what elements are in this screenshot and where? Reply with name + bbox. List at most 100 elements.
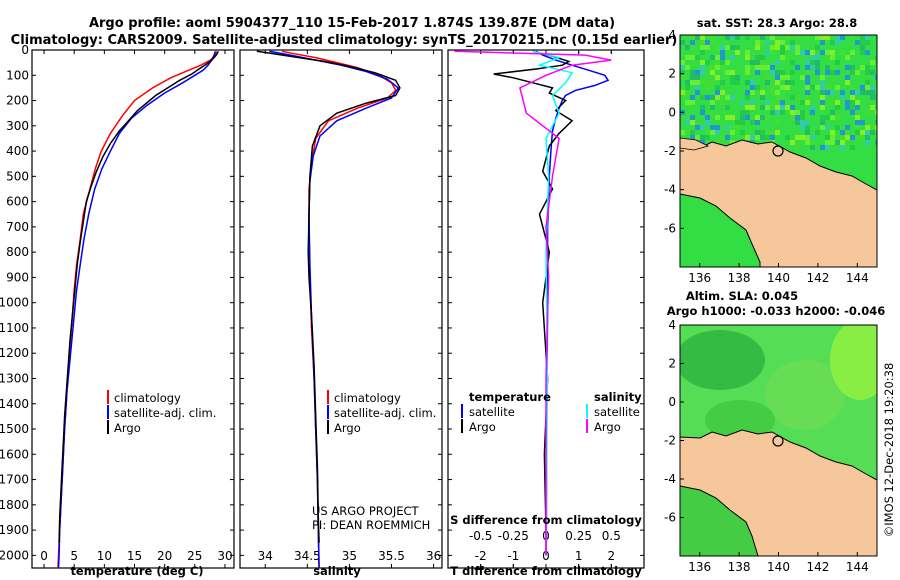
sst-pixel — [715, 55, 720, 60]
sst-pixel — [805, 90, 810, 95]
sst-pixel — [825, 90, 830, 95]
sst-pixel — [820, 145, 825, 150]
sst-pixel — [765, 100, 770, 105]
sst-pixel — [760, 40, 765, 45]
sst-pixel — [805, 65, 810, 70]
sst-pixel — [835, 105, 840, 110]
sst-pixel — [760, 130, 765, 135]
temperature-axis-label: temperature (deg C) — [70, 564, 203, 578]
sst-pixel — [715, 115, 720, 120]
sla-map-argo-marker — [772, 435, 784, 447]
sst-pixel — [780, 100, 785, 105]
sst-pixel — [775, 70, 780, 75]
sst-pixel — [685, 80, 690, 85]
legend-temp-satellite-label: satellite — [469, 405, 515, 419]
sst-pixel — [770, 90, 775, 95]
sst-pixel — [725, 105, 730, 110]
sst-pixel — [730, 70, 735, 75]
sst-pixel — [805, 80, 810, 85]
x-tick-label: -2 — [475, 549, 487, 563]
map-y-tick-label: 0 — [668, 105, 676, 119]
sst-map-title: sat. SST: 28.3 Argo: 28.8 — [697, 16, 857, 30]
sst-pixel — [805, 50, 810, 55]
sst-pixel — [690, 100, 695, 105]
sst-pixel — [760, 90, 765, 95]
figure-title-line2: Climatology: CARS2009. Satellite-adjuste… — [11, 33, 678, 48]
y-tick-label: 600 — [6, 195, 29, 209]
x-tick-label: 35 — [342, 549, 357, 563]
sst-pixel — [845, 55, 850, 60]
sst-pixel — [805, 120, 810, 125]
sst-pixel — [765, 130, 770, 135]
x-tick-label: -0.25 — [498, 529, 529, 543]
sst-pixel — [755, 105, 760, 110]
sst-pixel — [700, 45, 705, 50]
sst-pixel — [775, 105, 780, 110]
sst-pixel — [850, 110, 855, 115]
sst-pixel — [855, 40, 860, 45]
x-tick-label: 1 — [575, 549, 583, 563]
sst-pixel — [685, 90, 690, 95]
sst-pixel — [745, 80, 750, 85]
sst-map — [680, 35, 877, 267]
sst-pixel — [810, 145, 815, 150]
sst-pixel — [855, 115, 860, 120]
sst-pixel — [690, 80, 695, 85]
salinity-panel-frame — [239, 49, 443, 569]
y-tick-label: 200 — [6, 94, 29, 108]
sst-pixel — [705, 115, 710, 120]
sla-map-eddy — [830, 325, 877, 400]
sst-pixel — [805, 85, 810, 90]
sst-pixel — [825, 65, 830, 70]
y-tick-label: 700 — [6, 220, 29, 234]
x-tick-label: 10 — [97, 549, 112, 563]
sst-pixel — [870, 70, 875, 75]
sst-pixel — [700, 70, 705, 75]
salinity-legend: climatology satellite-adj. clim. Argo — [327, 390, 436, 435]
sst-pixel — [710, 95, 715, 100]
y-tick-label: 400 — [6, 144, 29, 158]
sst-pixel — [835, 85, 840, 90]
sst-pixel — [750, 80, 755, 85]
sst-pixel — [730, 80, 735, 85]
sst-pixel — [725, 70, 730, 75]
sst-pixel — [855, 120, 860, 125]
sst-pixel — [700, 40, 705, 45]
sst-pixel — [805, 140, 810, 145]
sst-pixel — [790, 70, 795, 75]
sst-pixel — [730, 130, 735, 135]
series-argo — [58, 50, 219, 543]
sst-pixel — [800, 115, 805, 120]
sst-pixel — [805, 75, 810, 80]
sst-pixel — [680, 130, 685, 135]
sst-pixel — [695, 55, 700, 60]
sst-pixel — [805, 95, 810, 100]
sst-pixel — [775, 130, 780, 135]
sst-pixel — [710, 100, 715, 105]
sst-pixel — [870, 95, 875, 100]
sst-pixel — [680, 70, 685, 75]
sst-pixel — [770, 110, 775, 115]
sst-pixel — [740, 110, 745, 115]
sst-pixel — [835, 100, 840, 105]
sst-pixel — [870, 105, 875, 110]
sst-pixel — [760, 105, 765, 110]
legend-salinity-heading: salinity — [594, 390, 642, 404]
sst-pixel — [870, 130, 875, 135]
sst-pixel — [810, 65, 815, 70]
sst-pixel — [710, 40, 715, 45]
sst-pixel — [840, 130, 845, 135]
sst-pixel — [690, 135, 695, 140]
y-tick-label: 100 — [6, 68, 29, 82]
sst-pixel — [765, 65, 770, 70]
sst-pixel — [745, 70, 750, 75]
sst-pixel — [850, 100, 855, 105]
sst-pixel — [815, 60, 820, 65]
sst-pixel — [830, 110, 835, 115]
sst-pixel — [785, 85, 790, 90]
sst-pixel — [785, 135, 790, 140]
sst-pixel — [780, 70, 785, 75]
x-tick-label: 0 — [542, 549, 550, 563]
x-tick-label: 30 — [217, 549, 232, 563]
